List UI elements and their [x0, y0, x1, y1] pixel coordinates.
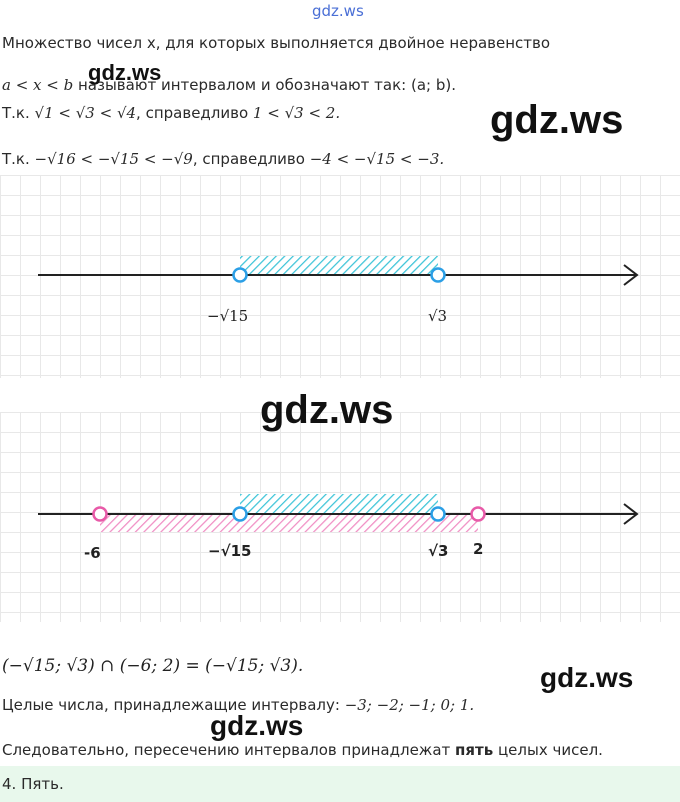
- integers-text: Целые числа, принадлежащие интервалу:: [2, 696, 345, 714]
- intersection-formula: (−√15; √3) ∩ (−6; 2) = (−√15; √3).: [2, 656, 304, 676]
- answer-text: 4. Пять.: [2, 775, 64, 793]
- therefore-text: , справедливо: [136, 104, 253, 122]
- watermark: gdz.ws: [88, 60, 162, 85]
- since-prefix: Т.к.: [2, 150, 35, 168]
- watermark-top: gdz.ws: [312, 2, 364, 20]
- conclusion-post: целых чисел.: [493, 741, 603, 759]
- watermark: gdz.ws: [260, 388, 394, 432]
- label-neg-sqrt15: −√15: [207, 307, 249, 325]
- hatched-interval-blue: [240, 256, 438, 274]
- label-sqrt3: √3: [428, 542, 449, 560]
- since-prefix: Т.к.: [2, 104, 35, 122]
- number-line-2-svg: [38, 494, 639, 532]
- interval-definition: называют интервалом и обозначают так: (a…: [73, 76, 456, 94]
- therefore-text: , справедливо: [192, 150, 310, 168]
- open-point-2: [470, 506, 486, 522]
- open-point-sqrt3: [430, 506, 446, 522]
- number-line-figure-1: −√15 √3: [0, 175, 680, 378]
- text-line-4: Т.к. −√16 < −√15 < −√9, справедливо −4 <…: [2, 150, 444, 168]
- conclusion-line: Следовательно, пересечению интервалов пр…: [2, 741, 603, 759]
- hatched-interval-blue: [240, 494, 438, 514]
- axis-arrow-icon: [623, 503, 639, 525]
- sqrt-inequality-1: √1 < √3 < √4: [34, 104, 137, 122]
- label-neg-sqrt15: −√15: [208, 542, 252, 560]
- sqrt-bounds-2: −4 < −√15 < −3.: [309, 150, 445, 168]
- watermark: gdz.ws: [490, 98, 624, 142]
- hatched-interval-pink: [100, 514, 478, 532]
- number-line-figure-2: -6 −√15 √3 2: [0, 412, 680, 622]
- integers-line: Целые числа, принадлежащие интервалу: −3…: [2, 696, 474, 714]
- text-line-2: a < x < b называют интервалом и обознача…: [2, 76, 456, 94]
- text-line-1: Множество чисел x, для которых выполняет…: [2, 34, 551, 52]
- number-line-1-svg: [38, 256, 639, 286]
- axis-arrow-icon: [623, 264, 639, 286]
- inequality-a-x-b: a < x < b: [2, 76, 74, 94]
- label-neg6: -6: [84, 544, 101, 562]
- text-line-3: Т.к. √1 < √3 < √4, справедливо 1 < √3 < …: [2, 104, 340, 122]
- open-point-sqrt3: [430, 267, 446, 283]
- open-point-neg-sqrt15: [232, 506, 248, 522]
- watermark: gdz.ws: [210, 710, 304, 741]
- sqrt-bounds-1: 1 < √3 < 2.: [252, 104, 341, 122]
- label-sqrt3: √3: [428, 307, 448, 325]
- open-point-neg6: [92, 506, 108, 522]
- watermark: gdz.ws: [540, 662, 634, 693]
- open-point-neg-sqrt15: [232, 267, 248, 283]
- conclusion-bold: пять: [455, 741, 494, 759]
- conclusion-pre: Следовательно, пересечению интервалов пр…: [2, 741, 456, 759]
- sqrt-inequality-2: −√16 < −√15 < −√9: [34, 150, 193, 168]
- label-2: 2: [473, 540, 484, 558]
- answer-box: 4. Пять.: [0, 766, 680, 802]
- integers-values: −3; −2; −1; 0; 1.: [344, 696, 475, 714]
